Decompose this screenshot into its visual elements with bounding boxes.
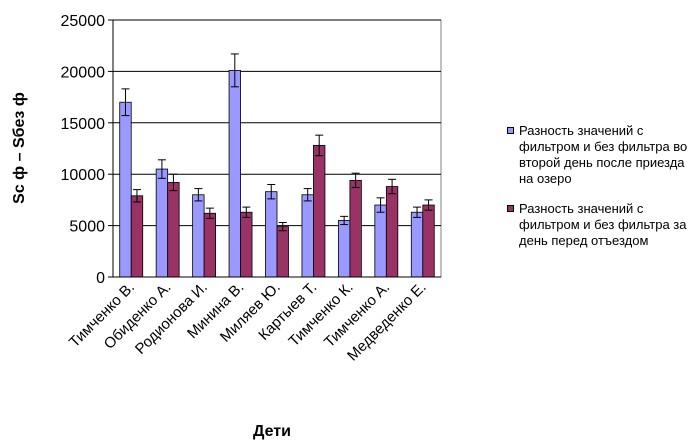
y-tick-label: 20000 <box>61 64 106 81</box>
bar-series-2 <box>385 186 399 278</box>
bar-series-2 <box>422 204 435 278</box>
bar-series-1 <box>374 204 387 278</box>
y-tick-label: 5000 <box>69 219 105 236</box>
bar-series-1 <box>337 220 351 278</box>
bar-series-2 <box>167 182 180 278</box>
bar-series-2 <box>276 226 289 278</box>
bar-series-1 <box>155 168 169 278</box>
x-axis-title: Дети <box>253 423 291 440</box>
y-tick-label: 0 <box>96 270 105 287</box>
bar-series-2 <box>313 145 326 278</box>
legend-label-series-2: Разность значений с фильтром и без фильт… <box>519 201 687 248</box>
bar-series-2 <box>130 195 144 278</box>
bar-series-1 <box>301 194 314 278</box>
y-axis-ticks: 0 5000 10000 15000 20000 25000 <box>61 13 113 287</box>
y-tick-label: 25000 <box>61 13 106 30</box>
legend-item-series-2: Разность значений с фильтром и без фильт… <box>507 201 700 249</box>
bar-series-1 <box>228 69 241 278</box>
y-tick-label: 10000 <box>61 167 106 184</box>
legend-label-series-1: Разность значений с фильтром и без фильт… <box>519 123 688 186</box>
bar-series-1 <box>192 194 205 278</box>
bar-series <box>119 69 435 278</box>
y-tick-label: 15000 <box>61 116 106 133</box>
legend: Разность значений с фильтром и без фильт… <box>507 123 700 263</box>
legend-swatch-series-2 <box>507 205 514 212</box>
bar-series-2 <box>349 179 362 278</box>
bar-series-1 <box>265 191 278 278</box>
bar-series-2 <box>203 212 217 278</box>
legend-item-series-1: Разность значений с фильтром и без фильт… <box>507 123 700 187</box>
bar-series-2 <box>240 211 253 278</box>
x-axis-categories: Тимченко В.Обиденко А.Родионова И.Минина… <box>66 279 430 365</box>
bar-series-1 <box>119 101 132 278</box>
bar-series-1 <box>410 211 424 278</box>
error-bars <box>121 53 433 232</box>
legend-swatch-series-1 <box>507 127 514 134</box>
y-axis-title: Sс ф – Sбез ф <box>11 92 28 204</box>
